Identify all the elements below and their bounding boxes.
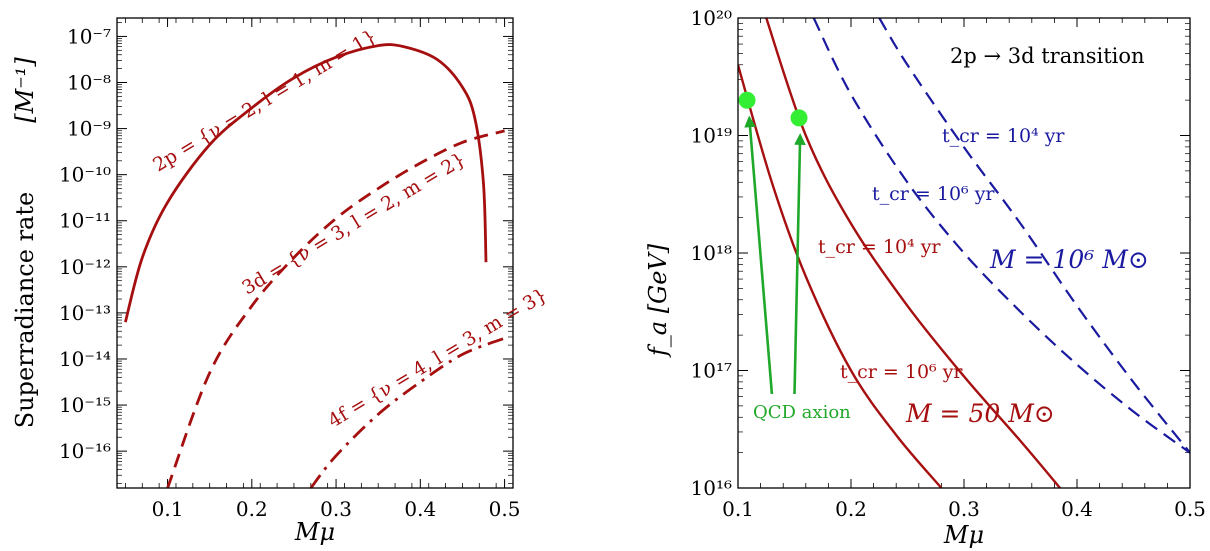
label-3d: 3d = {ν = 3, l = 2, m = 2} <box>238 148 469 299</box>
right-series-3 <box>812 18 1190 454</box>
left-tick-labels: 0.1 0.2 0.3 0.4 0.5 10⁻⁷ 10⁻⁸ 10⁻⁹ 10⁻¹⁰ 10⁻¹¹ 10⁻… <box>59 24 521 521</box>
right-tick-labels: 0.1 0.2 0.3 0.4 0.5 10¹⁶ 10¹⁷ 10¹⁸ 10¹⁹ 10²⁰ <box>691 6 1206 521</box>
right-x-tick-label: 0.3 <box>948 497 980 521</box>
left-x-tick-label: 0.3 <box>320 497 352 521</box>
right-chart: 0.1 0.2 0.3 0.4 0.5 10¹⁶ 10¹⁷ 10¹⁸ 10¹⁹ 10²⁰ Mμ f… <box>644 6 1206 549</box>
right-y-tick-label: 10¹⁶ <box>691 476 732 500</box>
left-x-tick-label: 0.5 <box>489 497 521 521</box>
left-y-tick-label: 10⁻¹⁵ <box>59 393 111 417</box>
left-chart: 0.1 0.2 0.3 0.4 0.5 10⁻⁷ 10⁻⁸ 10⁻⁹ 10⁻¹⁰ 10⁻¹¹ 10⁻… <box>11 17 551 546</box>
left-y-tick-label: 10⁻⁸ <box>67 71 111 95</box>
qcd-marker-1 <box>738 91 756 109</box>
left-y-tick-label: 10⁻¹¹ <box>59 209 111 233</box>
right-x-axis-title: Mμ <box>943 521 984 549</box>
right-title: 2p → 3d transition <box>950 44 1145 68</box>
right-x-tick-label: 0.1 <box>722 497 754 521</box>
right-x-tick-label: 0.2 <box>835 497 867 521</box>
left-y-axis-title: Superradiance rate <box>11 192 39 428</box>
left-y-tick-label: 10⁻¹⁴ <box>59 347 111 371</box>
label-red-mass: M = 50 M⊙ <box>905 399 1055 428</box>
qcd-arrow-2 <box>793 133 806 395</box>
left-series-1 <box>124 43 488 323</box>
left-series <box>124 43 506 489</box>
right-plot-frame <box>737 17 1191 489</box>
left-x-tick-label: 0.2 <box>236 497 268 521</box>
right-series-4 <box>878 18 1190 454</box>
left-y-tick-label: 10⁻⁹ <box>67 117 111 141</box>
left-series-2 <box>166 129 505 489</box>
right-series-1 <box>738 64 943 488</box>
label-red-t6: t_cr = 10⁶ yr <box>840 361 963 383</box>
right-x-tick-label: 0.4 <box>1061 497 1093 521</box>
left-y-tick-label: 10⁻¹⁶ <box>59 439 111 463</box>
right-x-tick-label: 0.5 <box>1174 497 1206 521</box>
right-y-tick-label: 10¹⁸ <box>691 241 732 265</box>
left-x-tick-label: 0.1 <box>152 497 184 521</box>
right-y-tick-label: 10¹⁷ <box>691 359 732 383</box>
label-blue-t4: t_cr = 10⁴ yr <box>942 125 1065 147</box>
left-y-axis-unit: [M⁻¹] <box>11 57 39 123</box>
left-y-tick-label: 10⁻¹⁰ <box>59 163 111 187</box>
left-y-tick-label: 10⁻⁷ <box>67 24 111 48</box>
right-arrows <box>744 115 806 395</box>
right-y-tick-label: 10²⁰ <box>691 6 732 30</box>
left-x-axis-title: Mμ <box>294 518 335 546</box>
right-y-axis-title: f_a [GeV] <box>644 243 672 358</box>
left-y-tick-label: 10⁻¹³ <box>59 301 111 325</box>
left-y-tick-label: 10⁻¹² <box>59 255 111 279</box>
left-series-3 <box>309 336 506 489</box>
label-blue-mass: M = 10⁶ M⊙ <box>989 245 1149 274</box>
right-series-2 <box>765 18 1061 488</box>
right-series <box>738 18 1190 488</box>
left-plot-frame <box>116 17 514 489</box>
left-x-tick-label: 0.4 <box>404 497 436 521</box>
label-qcd-axion: QCD axion <box>753 402 851 423</box>
label-2p: 2p = {ν = 2, l = 1, m = 1} <box>149 25 380 176</box>
left-ticks <box>117 18 513 488</box>
right-y-tick-label: 10¹⁹ <box>691 124 732 148</box>
label-4f: 4f = {ν = 4, l = 3, m = 3} <box>324 284 551 432</box>
label-blue-t6: t_cr = 10⁶ yr <box>872 183 995 205</box>
qcd-arrow-1 <box>744 115 774 395</box>
right-markers <box>738 91 808 127</box>
qcd-marker-2 <box>790 109 808 127</box>
label-red-t4: t_cr = 10⁴ yr <box>818 236 941 258</box>
